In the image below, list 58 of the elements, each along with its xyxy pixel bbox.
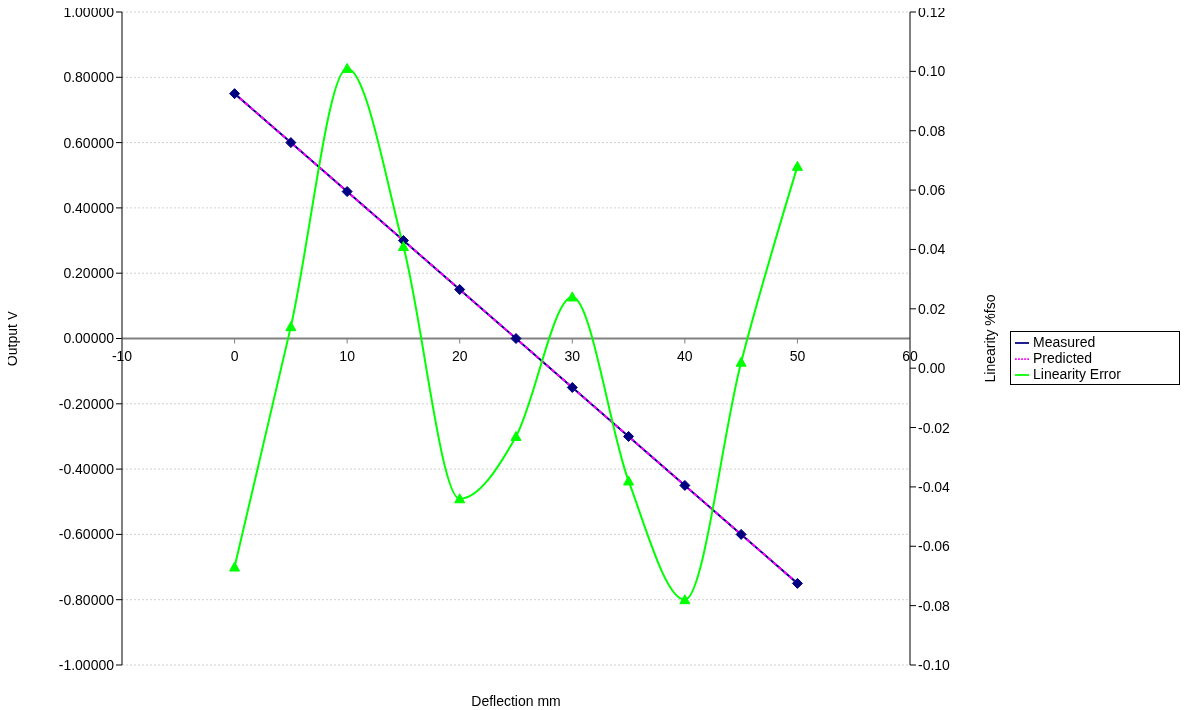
point [623, 475, 635, 486]
x-tick-label: 20 [451, 347, 468, 364]
point [229, 88, 241, 100]
x-tick-label: 0 [230, 347, 239, 364]
point [285, 137, 297, 149]
y-tick-label: 1.00000 [63, 3, 115, 20]
point [229, 561, 241, 572]
y2-axis-title: Linearity %fso [981, 294, 998, 383]
point [623, 430, 635, 442]
point [735, 356, 747, 367]
point [510, 430, 522, 441]
y-tick-label: 0.00000 [63, 330, 115, 347]
y2-tick-label: -0.06 [918, 538, 951, 555]
point [791, 160, 803, 171]
point [735, 528, 747, 540]
y-axis-title: Output V [3, 310, 20, 367]
y-tick-label: -0.60000 [58, 526, 115, 543]
point [566, 381, 578, 393]
x-tick-label: 10 [339, 347, 356, 364]
point [791, 577, 803, 589]
y-tick-label: 0.60000 [63, 134, 115, 151]
point [341, 62, 353, 73]
y2-tick-label: 0.02 [918, 300, 946, 317]
y2-tick-label: 0.00 [918, 360, 946, 377]
x-tick-label: 30 [564, 347, 581, 364]
point [397, 240, 409, 251]
x-tick-label: 40 [677, 347, 693, 364]
y2-tick-label: -0.02 [918, 419, 951, 436]
y-tick-label: 0.80000 [63, 69, 115, 86]
y-tick-label: -0.20000 [58, 395, 115, 412]
point [285, 321, 297, 332]
point [454, 284, 466, 296]
x-tick-label: 60 [902, 347, 918, 364]
y-tick-label: 0.40000 [63, 199, 115, 216]
x-tick-label: 50 [789, 347, 806, 364]
y2-tick-label: -0.08 [918, 597, 951, 614]
y2-tick-label: -0.10 [918, 656, 951, 673]
legend-label: Measured [1033, 333, 1096, 350]
y2-tick-label: 0.12 [918, 3, 946, 20]
point [341, 186, 353, 198]
y-tick-label: -1.00000 [58, 656, 115, 673]
y-tick-label: 0.20000 [63, 265, 115, 282]
point [454, 493, 466, 504]
point [679, 594, 691, 605]
point [510, 333, 522, 344]
point [679, 479, 691, 491]
point [566, 291, 578, 302]
y2-tick-label: 0.06 [918, 182, 946, 199]
legend-label: Predicted [1033, 349, 1093, 366]
y-tick-label: -0.80000 [58, 591, 115, 608]
y2-tick-label: -0.04 [918, 478, 951, 495]
x-axis-title: Deflection mm [471, 693, 561, 709]
x-tick-label: -10 [111, 347, 133, 364]
y2-tick-label: 0.10 [918, 63, 946, 80]
y-tick-label: -0.40000 [58, 461, 115, 478]
y2-tick-label: 0.08 [918, 122, 946, 139]
legend-label: Linearity Error [1033, 366, 1121, 383]
y2-tick-label: 0.04 [918, 241, 946, 258]
